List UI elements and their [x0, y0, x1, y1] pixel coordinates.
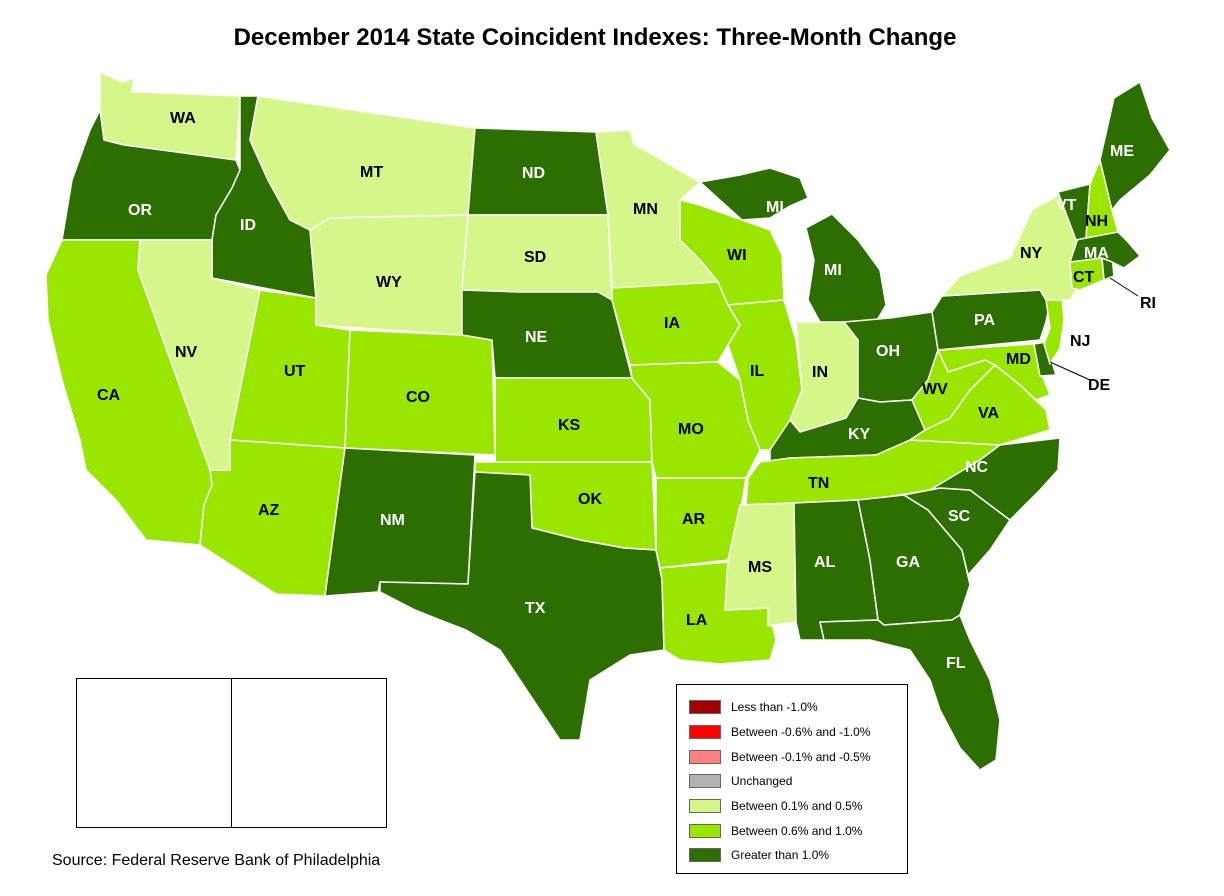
hawaii-inset-box [231, 678, 387, 828]
ri-leader-line [1109, 277, 1139, 297]
source-note: Source: Federal Reserve Bank of Philadel… [52, 852, 381, 869]
label-OR: OR [128, 202, 152, 219]
legend-swatch [689, 725, 721, 740]
label-MN: MN [633, 201, 658, 218]
legend: Less than -1.0% Between -0.6% and -1.0% … [676, 684, 908, 874]
label-MS: MS [748, 559, 772, 576]
state-MA[interactable] [1069, 231, 1141, 269]
de-leader-line [1049, 361, 1091, 381]
label-AZ: AZ [258, 502, 280, 519]
legend-label: Between -0.1% and -0.5% [731, 749, 871, 764]
label-NC: NC [965, 459, 989, 476]
alaska-inset-box [76, 678, 233, 828]
label-SC: SC [948, 508, 971, 525]
label-MO: MO [678, 421, 704, 438]
label-SD: SD [524, 249, 546, 266]
label-MI-up: MI [766, 199, 784, 216]
label-UT: UT [284, 363, 306, 380]
state-MT[interactable] [249, 95, 476, 231]
state-ME[interactable] [1099, 81, 1171, 211]
label-TN: TN [808, 475, 829, 492]
state-NJ[interactable] [1043, 295, 1065, 365]
label-CO: CO [406, 389, 430, 406]
label-CA: CA [97, 387, 121, 404]
legend-item-less-than-neg-1: Less than -1.0% [689, 695, 907, 720]
label-MI: MI [824, 262, 842, 279]
state-TX[interactable] [379, 471, 665, 741]
label-MT: MT [360, 164, 383, 181]
label-KS: KS [558, 417, 581, 434]
legend-item-0-6-to-1-0: Between 0.6% and 1.0% [689, 818, 907, 843]
legend-label: Between 0.1% and 0.5% [731, 799, 863, 814]
label-OH: OH [876, 343, 900, 360]
label-DE: DE [1088, 377, 1111, 394]
label-NM: NM [380, 512, 405, 529]
label-IN: IN [812, 364, 828, 381]
legend-item-neg-0-1-to-neg-0-5: Between -0.1% and -0.5% [689, 744, 907, 769]
state-FL[interactable] [819, 614, 1001, 771]
legend-label: Between -0.6% and -1.0% [731, 725, 871, 740]
legend-swatch [689, 774, 721, 789]
label-VT: VT [1056, 197, 1077, 214]
legend-swatch [689, 823, 721, 838]
state-MI[interactable] [805, 213, 887, 327]
legend-label: Between 0.6% and 1.0% [731, 823, 863, 838]
legend-item-greater-than-1: Greater than 1.0% [689, 843, 907, 868]
legend-item-0-1-to-0-5: Between 0.1% and 0.5% [689, 794, 907, 819]
label-ME: ME [1110, 143, 1134, 160]
label-NE: NE [525, 329, 548, 346]
label-AL: AL [814, 554, 836, 571]
label-LA: LA [686, 612, 708, 629]
legend-swatch [689, 700, 721, 715]
legend-item-unchanged: Unchanged [689, 769, 907, 794]
label-AR: AR [682, 511, 706, 528]
legend-swatch [689, 749, 721, 764]
label-TX: TX [525, 600, 546, 617]
label-VA: VA [978, 405, 999, 422]
label-NH: NH [1085, 213, 1108, 230]
legend-item-neg-0-6-to-neg-1: Between -0.6% and -1.0% [689, 720, 907, 745]
legend-label: Greater than 1.0% [731, 848, 830, 863]
label-WI: WI [727, 247, 747, 264]
legend-label: Less than -1.0% [731, 700, 818, 715]
label-GA: GA [896, 554, 920, 571]
label-OK: OK [578, 491, 602, 508]
legend-swatch [689, 848, 721, 863]
label-ND: ND [522, 165, 545, 182]
label-FL: FL [946, 655, 966, 672]
state-NC[interactable] [929, 437, 1061, 521]
map-title: December 2014 State Coincident Indexes: … [233, 24, 957, 51]
label-IA: IA [664, 315, 680, 332]
label-WA: WA [170, 110, 196, 127]
state-MI-up[interactable] [699, 167, 809, 221]
label-IL: IL [750, 363, 764, 380]
label-NY: NY [1020, 245, 1043, 262]
label-ID: ID [240, 217, 256, 234]
label-MA: MA [1084, 245, 1109, 262]
label-PA: PA [974, 312, 995, 329]
label-NJ: NJ [1070, 333, 1090, 350]
label-WY: WY [376, 274, 402, 291]
label-MD: MD [1006, 351, 1031, 368]
state-NH[interactable] [1085, 159, 1119, 239]
state-IL[interactable] [727, 299, 803, 451]
label-RI: RI [1140, 295, 1156, 312]
label-WV: WV [922, 381, 948, 398]
legend-swatch [689, 799, 721, 814]
state-CO[interactable] [344, 329, 496, 456]
label-NV: NV [175, 344, 198, 361]
legend-label: Unchanged [731, 774, 793, 789]
label-CT: CT [1073, 269, 1095, 286]
label-KY: KY [848, 426, 871, 443]
state-DE[interactable] [1033, 341, 1057, 377]
